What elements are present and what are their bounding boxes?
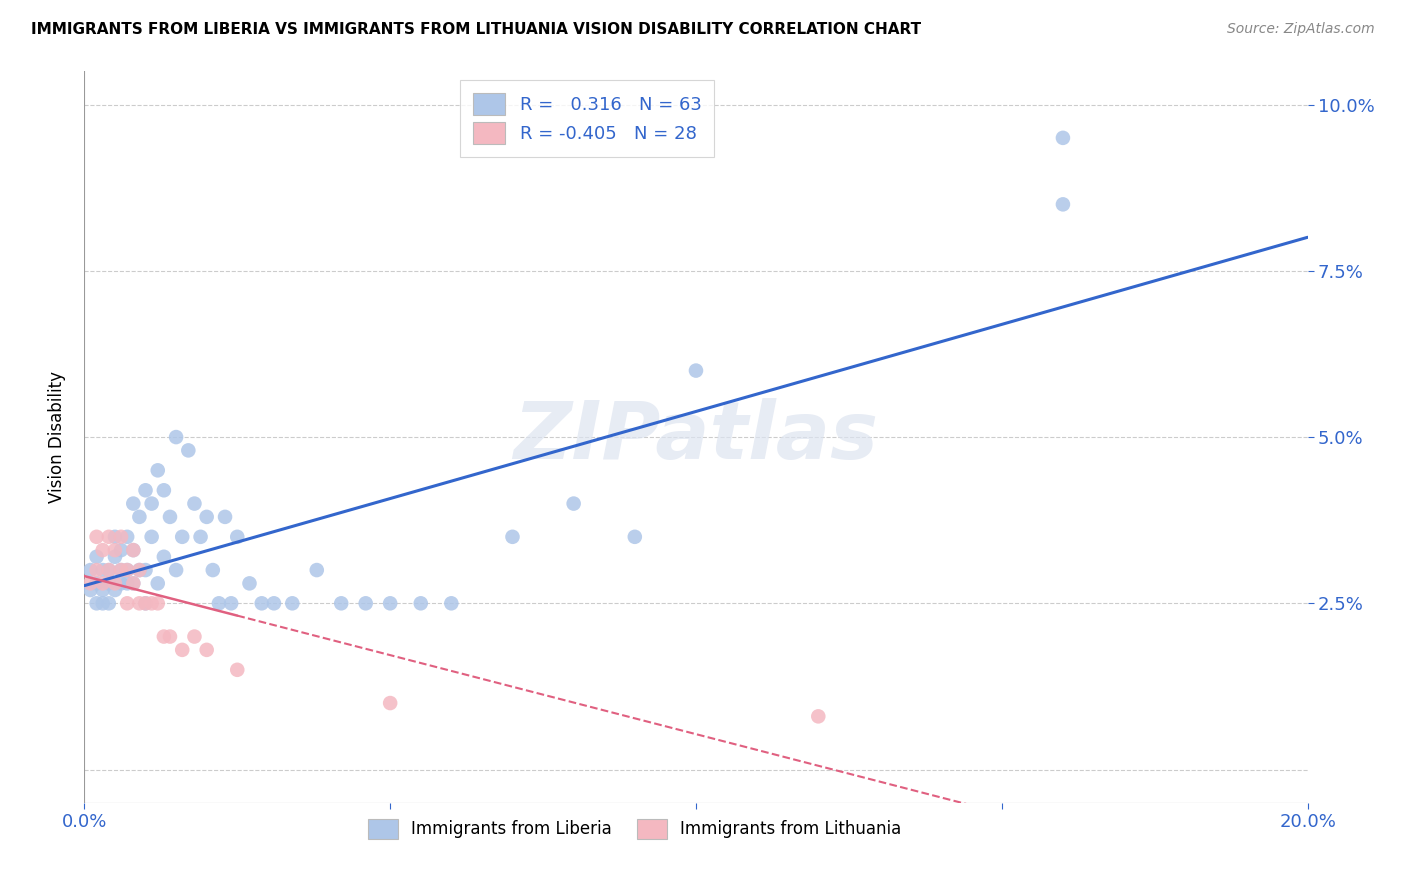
Point bbox=[380, 596, 402, 610]
Text: ZIPatlas: ZIPatlas bbox=[513, 398, 879, 476]
Point bbox=[110, 563, 132, 577]
Point bbox=[91, 582, 114, 597]
Legend: Immigrants from Liberia, Immigrants from Lithuania: Immigrants from Liberia, Immigrants from… bbox=[361, 812, 908, 846]
Point bbox=[110, 543, 132, 558]
Point bbox=[97, 563, 120, 577]
Point bbox=[141, 530, 163, 544]
Point bbox=[135, 596, 157, 610]
Point bbox=[201, 563, 224, 577]
Point bbox=[91, 563, 114, 577]
Point bbox=[172, 643, 194, 657]
Point bbox=[128, 563, 150, 577]
Point bbox=[135, 483, 157, 498]
Point bbox=[128, 509, 150, 524]
Point bbox=[122, 543, 145, 558]
Point bbox=[177, 443, 200, 458]
Point bbox=[263, 596, 285, 610]
Point bbox=[110, 563, 132, 577]
Point bbox=[165, 563, 187, 577]
Point bbox=[183, 630, 205, 644]
Point bbox=[624, 530, 647, 544]
Point bbox=[115, 596, 138, 610]
Point bbox=[104, 549, 127, 564]
Point bbox=[305, 563, 328, 577]
Point bbox=[562, 497, 585, 511]
Point bbox=[128, 596, 150, 610]
Point bbox=[86, 563, 108, 577]
Point bbox=[115, 530, 138, 544]
Point bbox=[165, 430, 187, 444]
Point bbox=[502, 530, 524, 544]
Point bbox=[195, 643, 218, 657]
Point bbox=[122, 576, 145, 591]
Point bbox=[110, 576, 132, 591]
Point bbox=[86, 596, 108, 610]
Point bbox=[214, 509, 236, 524]
Point bbox=[115, 563, 138, 577]
Point bbox=[330, 596, 353, 610]
Point bbox=[122, 576, 145, 591]
Point bbox=[440, 596, 463, 610]
Point bbox=[226, 663, 249, 677]
Point bbox=[1052, 131, 1074, 145]
Point bbox=[226, 530, 249, 544]
Point bbox=[380, 696, 402, 710]
Text: IMMIGRANTS FROM LIBERIA VS IMMIGRANTS FROM LITHUANIA VISION DISABILITY CORRELATI: IMMIGRANTS FROM LIBERIA VS IMMIGRANTS FR… bbox=[31, 22, 921, 37]
Point bbox=[97, 530, 120, 544]
Point bbox=[91, 576, 114, 591]
Point bbox=[135, 596, 157, 610]
Point bbox=[104, 530, 127, 544]
Point bbox=[159, 509, 181, 524]
Point bbox=[86, 530, 108, 544]
Point bbox=[115, 576, 138, 591]
Point bbox=[122, 497, 145, 511]
Point bbox=[146, 463, 169, 477]
Point bbox=[86, 549, 108, 564]
Point bbox=[146, 576, 169, 591]
Point bbox=[79, 582, 101, 597]
Point bbox=[91, 596, 114, 610]
Point bbox=[153, 549, 176, 564]
Point bbox=[128, 563, 150, 577]
Point bbox=[250, 596, 273, 610]
Point bbox=[183, 497, 205, 511]
Point bbox=[141, 497, 163, 511]
Point bbox=[97, 576, 120, 591]
Point bbox=[172, 530, 194, 544]
Text: Source: ZipAtlas.com: Source: ZipAtlas.com bbox=[1227, 22, 1375, 37]
Point bbox=[146, 596, 169, 610]
Point bbox=[281, 596, 304, 610]
Point bbox=[79, 563, 101, 577]
Point bbox=[159, 630, 181, 644]
Point bbox=[122, 543, 145, 558]
Point bbox=[110, 530, 132, 544]
Point bbox=[97, 563, 120, 577]
Point bbox=[219, 596, 242, 610]
Point bbox=[238, 576, 260, 591]
Point bbox=[79, 576, 101, 591]
Point bbox=[153, 630, 176, 644]
Point bbox=[354, 596, 377, 610]
Point bbox=[86, 576, 108, 591]
Point bbox=[91, 543, 114, 558]
Point bbox=[195, 509, 218, 524]
Point bbox=[190, 530, 212, 544]
Point bbox=[153, 483, 176, 498]
Point bbox=[208, 596, 231, 610]
Point bbox=[97, 596, 120, 610]
Point bbox=[104, 543, 127, 558]
Point bbox=[104, 582, 127, 597]
Point bbox=[409, 596, 432, 610]
Point bbox=[135, 563, 157, 577]
Point bbox=[1052, 197, 1074, 211]
Point bbox=[115, 563, 138, 577]
Point bbox=[141, 596, 163, 610]
Point bbox=[685, 363, 707, 377]
Point bbox=[104, 576, 127, 591]
Y-axis label: Vision Disability: Vision Disability bbox=[48, 371, 66, 503]
Point bbox=[807, 709, 830, 723]
